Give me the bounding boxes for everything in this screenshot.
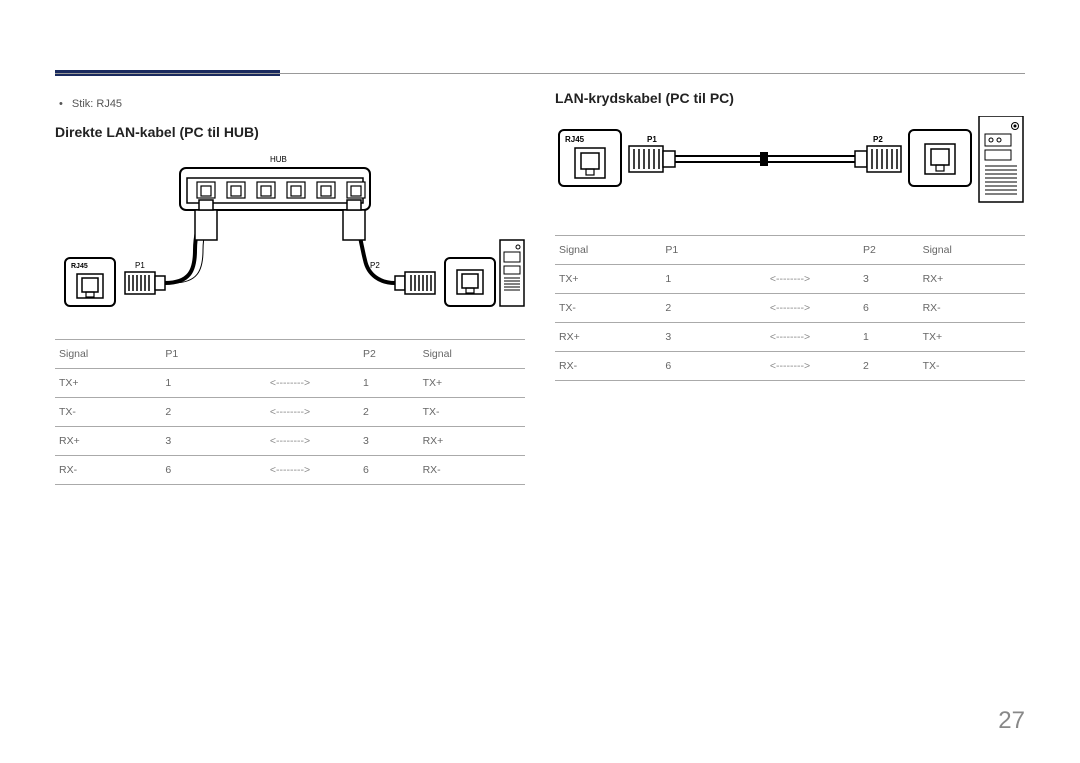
header-rule [55,73,1025,74]
col-p2: P2 [359,340,419,369]
col-signal-l: Signal [55,340,161,369]
cross-p1-label: P1 [647,135,657,144]
direct-cable-table: Signal P1 P2 Signal TX+ 1 <--------> 1 T… [55,339,525,485]
hub-label: HUB [270,155,287,164]
left-p1-label: P1 [135,261,145,270]
col-arrow [721,236,859,265]
col-signal-r: Signal [919,236,1025,265]
table-row: TX+ 1 <--------> 3 RX+ [555,265,1025,294]
cross-p2-label: P2 [873,135,883,144]
bullet-dot: • [59,98,63,110]
col-signal-l: Signal [555,236,661,265]
connector-type-line: • Stik: RJ45 [59,98,525,110]
col-arrow [221,340,359,369]
left-column: • Stik: RJ45 Direkte LAN-kabel (PC til H… [55,90,525,485]
table-row: TX+ 1 <--------> 1 TX+ [55,369,525,398]
direct-cable-diagram: HUB P2 P1 RJ45 [55,150,525,325]
table-row: Signal P1 P2 Signal [55,340,525,369]
cross-cable-diagram: RJ45 P1 [555,116,1025,221]
table-row: TX- 2 <--------> 6 RX- [555,294,1025,323]
left-section-title: Direkte LAN-kabel (PC til HUB) [55,124,525,140]
table-row: TX- 2 <--------> 2 TX- [55,398,525,427]
cross-cable-table: Signal P1 P2 Signal TX+ 1 <--------> 3 R… [555,235,1025,381]
connector-type-text: Stik: RJ45 [72,98,122,110]
right-section-title: LAN-krydskabel (PC til PC) [555,90,1025,106]
col-p1: P1 [161,340,221,369]
col-p2: P2 [859,236,919,265]
rj45-label-left: RJ45 [71,263,88,270]
page-number: 27 [998,707,1025,735]
right-column: LAN-krydskabel (PC til PC) RJ45 P1 [555,90,1025,485]
col-signal-r: Signal [419,340,525,369]
table-row: Signal P1 P2 Signal [555,236,1025,265]
table-row: RX- 6 <--------> 2 TX- [555,352,1025,381]
right-p2-label: P2 [370,261,380,270]
rj45-label-right: RJ45 [565,135,585,144]
table-row: RX+ 3 <--------> 3 RX+ [55,427,525,456]
col-p1: P1 [661,236,721,265]
table-row: RX+ 3 <--------> 1 TX+ [555,323,1025,352]
table-row: RX- 6 <--------> 6 RX- [55,456,525,485]
